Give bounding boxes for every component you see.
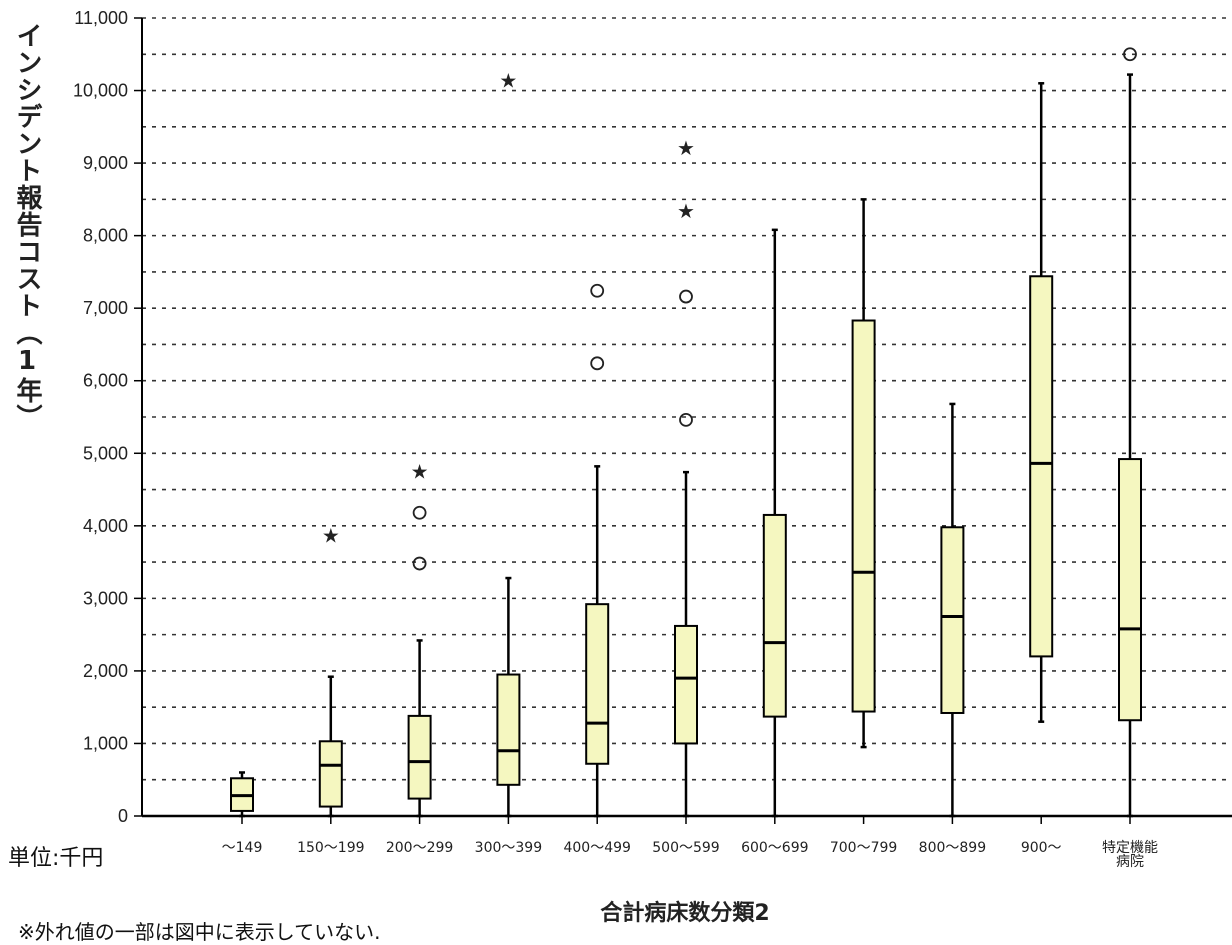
y-tick-label: 6,000: [83, 371, 128, 391]
outlier-point: [590, 356, 605, 371]
y-tick-label: 0: [118, 806, 128, 826]
extreme-point: ★: [499, 69, 517, 93]
outlier-point: [412, 556, 427, 571]
x-tick-label: 病院: [1116, 854, 1144, 870]
box: [851, 319, 876, 713]
outlier-point: [679, 413, 693, 427]
x-tick-label: 400～499: [563, 840, 630, 856]
y-tick-label: 7,000: [83, 298, 128, 318]
unit-label: 単位:千円: [8, 846, 104, 871]
x-tick-label: 900～: [1021, 840, 1062, 856]
footnote: ※外れ値の一部は図中に表示していない.: [18, 920, 381, 944]
box: [762, 513, 787, 718]
x-tick-label: 600～699: [741, 840, 808, 856]
extreme-point: ★: [322, 524, 340, 548]
x-tick-label: 800～899: [919, 840, 986, 856]
y-axis-title: インシデント報告コスト（1年）: [12, 22, 42, 431]
outlier-point: [412, 505, 427, 520]
y-tick-label: 2,000: [83, 661, 128, 681]
y-tick-label: 3,000: [83, 588, 128, 608]
outlier-point: [590, 283, 605, 298]
outlier-point: [679, 289, 693, 304]
box: [318, 740, 343, 808]
x-tick-label: ～149: [222, 840, 263, 856]
box: [585, 603, 610, 765]
outlier-point: [1123, 47, 1137, 62]
x-tick-label: 200～299: [386, 840, 453, 856]
box: [674, 624, 698, 745]
extreme-point: ★: [411, 460, 429, 484]
x-tick-label: 特定機能: [1102, 840, 1158, 856]
x-tick-label: 700～799: [830, 840, 897, 856]
extreme-point: ★: [677, 199, 695, 223]
y-tick-label: 11,000: [74, 8, 128, 28]
x-tick-label: 150～199: [297, 840, 364, 856]
box: [407, 714, 432, 800]
y-tick-label: 8,000: [83, 226, 128, 246]
x-tick-label: 300～399: [475, 840, 542, 856]
y-tick-label: 4,000: [83, 516, 128, 536]
x-tick-label: 500～599: [652, 840, 719, 856]
box: [940, 526, 965, 714]
box: [1118, 458, 1142, 722]
box: [496, 673, 521, 786]
x-axis-title: 合計病床数分類2: [600, 901, 770, 926]
extreme-point: ★: [677, 136, 695, 160]
y-tick-label: 1,000: [83, 733, 128, 753]
y-tick-label: 9,000: [83, 153, 128, 173]
box: [1029, 275, 1054, 658]
y-tick-label: 10,000: [73, 81, 128, 101]
y-tick-label: 5,000: [83, 443, 128, 463]
